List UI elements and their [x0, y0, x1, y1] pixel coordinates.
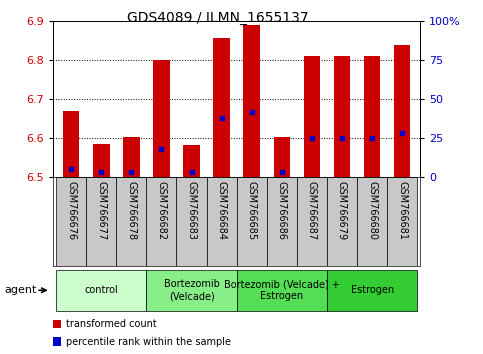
Bar	[394, 45, 411, 177]
Bar	[297, 177, 327, 266]
Bar	[146, 177, 176, 266]
Text: GSM766684: GSM766684	[217, 181, 227, 240]
Text: transformed count: transformed count	[66, 319, 156, 329]
Bar	[146, 270, 237, 311]
Bar	[56, 177, 86, 266]
Text: GSM766681: GSM766681	[397, 181, 407, 240]
Bar	[123, 137, 140, 177]
Bar	[93, 144, 110, 177]
Text: GSM766676: GSM766676	[66, 181, 76, 241]
Bar	[53, 337, 61, 346]
Bar	[63, 111, 80, 177]
Text: GSM766685: GSM766685	[247, 181, 256, 241]
Text: control: control	[85, 285, 118, 295]
Text: GSM766677: GSM766677	[96, 181, 106, 241]
Text: GSM766680: GSM766680	[367, 181, 377, 240]
Bar	[116, 177, 146, 266]
Text: percentile rank within the sample: percentile rank within the sample	[66, 337, 231, 347]
Text: GSM766679: GSM766679	[337, 181, 347, 241]
Bar	[176, 177, 207, 266]
Bar	[56, 270, 146, 311]
Text: GSM766687: GSM766687	[307, 181, 317, 241]
Bar	[267, 177, 297, 266]
Text: GDS4089 / ILMN_1655137: GDS4089 / ILMN_1655137	[127, 11, 308, 25]
Text: GSM766686: GSM766686	[277, 181, 287, 240]
Bar	[304, 56, 320, 177]
Text: GSM766682: GSM766682	[156, 181, 167, 241]
Bar	[364, 56, 380, 177]
Text: agent: agent	[5, 285, 37, 295]
Bar	[237, 177, 267, 266]
Text: GSM766678: GSM766678	[127, 181, 136, 241]
Bar	[207, 177, 237, 266]
Text: Bortezomib (Velcade) +
Estrogen: Bortezomib (Velcade) + Estrogen	[224, 279, 340, 301]
Bar	[237, 270, 327, 311]
Text: GSM766683: GSM766683	[186, 181, 197, 240]
Bar	[53, 320, 61, 328]
Bar	[183, 145, 200, 177]
Bar	[213, 38, 230, 177]
Bar	[357, 177, 387, 266]
Text: Estrogen: Estrogen	[351, 285, 394, 295]
Bar	[334, 56, 350, 177]
Bar	[327, 177, 357, 266]
Bar	[243, 25, 260, 177]
Bar	[387, 177, 417, 266]
Text: Bortezomib
(Velcade): Bortezomib (Velcade)	[164, 279, 219, 301]
Bar	[273, 137, 290, 177]
Bar	[86, 177, 116, 266]
Bar	[153, 60, 170, 177]
Bar	[327, 270, 417, 311]
